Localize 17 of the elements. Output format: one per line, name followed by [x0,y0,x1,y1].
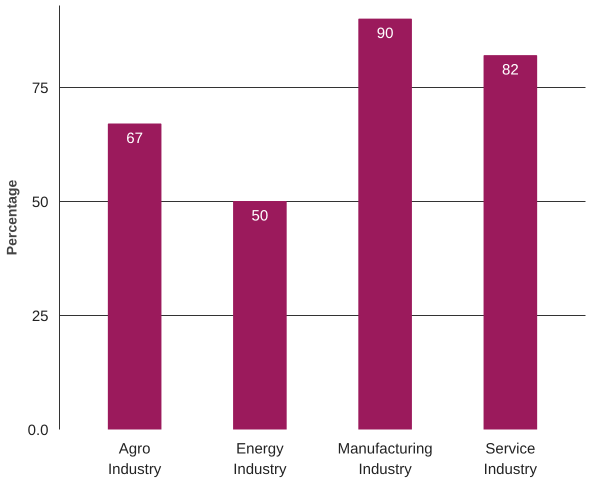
y-tick-label: 75 [32,80,49,98]
y-tick-label: 50 [32,194,49,212]
y-tick-label: 25 [32,308,49,326]
data-label: 82 [502,62,519,79]
x-tick-label: Energy Industry [233,440,288,478]
x-tick-label: Agro Industry [108,440,162,478]
data-label: 90 [376,25,394,42]
bar [233,201,287,430]
y-axis-title: Percentage [4,180,20,256]
x-tick-label: Manufacturing Industry [338,440,433,478]
data-label: 67 [126,130,143,148]
bar [484,55,538,430]
bar [108,124,162,430]
x-tick-label: Service Industry [484,440,538,478]
bar [358,18,412,430]
data-label: 50 [252,208,268,225]
y-tick-label: 0.0 [28,422,49,439]
